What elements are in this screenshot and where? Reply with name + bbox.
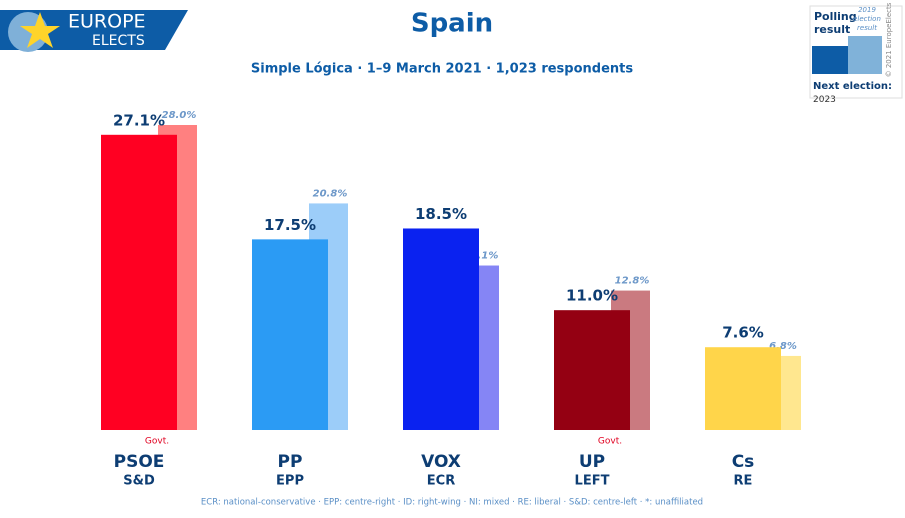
value-label: 7.6% — [722, 324, 764, 342]
group-label: S&D — [123, 474, 155, 489]
value-label: 17.5% — [264, 216, 316, 234]
legend-swatch — [848, 36, 882, 74]
next-election-label: Next election: — [813, 81, 892, 92]
chart-title: Spain — [411, 9, 493, 39]
value-label: 27.1% — [113, 111, 165, 129]
category-label: VOX — [421, 452, 461, 472]
logo-text: ELECTS — [92, 33, 145, 49]
legend-label: 2019 election result — [853, 6, 881, 32]
govt-label: Govt. — [145, 437, 169, 447]
value-label-previous: 15.1% — [464, 251, 499, 262]
category-label: UP — [579, 452, 605, 472]
bar — [101, 134, 177, 430]
group-label: ECR — [427, 474, 455, 489]
value-label-previous: 20.8% — [313, 188, 348, 199]
category-label: PP — [278, 452, 303, 472]
legend-label: Polling result — [814, 10, 857, 36]
group-label: RE — [734, 474, 753, 489]
bar — [252, 239, 328, 430]
footnote: ECR: national-conservative · EPP: centre… — [201, 498, 703, 508]
logo-text: EUROPE — [68, 11, 146, 33]
legend-swatch — [812, 46, 848, 74]
copyright: © 2021 EuropeElects — [885, 2, 893, 77]
logo-star — [20, 12, 60, 48]
value-label: 18.5% — [415, 205, 467, 223]
value-label-previous: 12.8% — [615, 276, 650, 287]
value-label: 11.0% — [566, 287, 618, 305]
category-label: PSOE — [114, 452, 165, 472]
value-label-previous: 28.0% — [162, 110, 197, 121]
legend-box — [809, 5, 903, 99]
bar — [554, 310, 630, 430]
bar — [403, 228, 479, 430]
bar — [705, 347, 781, 430]
category-label: Cs — [732, 452, 755, 472]
next-election-value: 2023 — [813, 95, 836, 105]
group-label: EPP — [276, 474, 304, 489]
value-label-previous: 6.8% — [769, 341, 797, 352]
govt-label: Govt. — [598, 437, 622, 447]
group-label: LEFT — [575, 474, 610, 489]
chart-subtitle: Simple Lógica · 1–9 March 2021 · 1,023 r… — [251, 62, 634, 77]
